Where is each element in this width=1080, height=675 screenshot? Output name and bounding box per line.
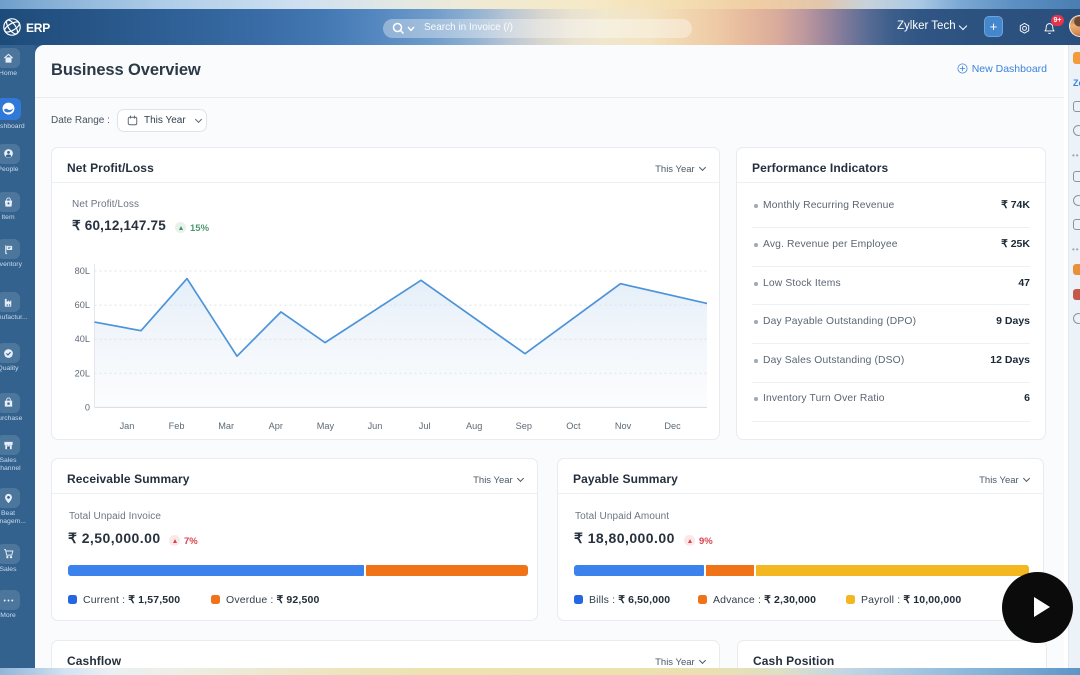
svg-text:40L: 40L	[75, 334, 90, 344]
svg-text:May: May	[317, 421, 335, 431]
svg-text:0: 0	[85, 402, 90, 412]
svg-text:Sep: Sep	[516, 421, 532, 431]
svg-text:Aug: Aug	[466, 421, 482, 431]
svg-text:Oct: Oct	[566, 421, 581, 431]
svg-text:Apr: Apr	[269, 421, 283, 431]
svg-text:60L: 60L	[75, 300, 90, 310]
svg-text:Jan: Jan	[120, 421, 135, 431]
svg-text:20L: 20L	[75, 368, 90, 378]
svg-text:Nov: Nov	[615, 421, 632, 431]
svg-text:Dec: Dec	[664, 421, 681, 431]
svg-text:Feb: Feb	[169, 421, 185, 431]
svg-text:Jul: Jul	[419, 421, 431, 431]
svg-text:Mar: Mar	[218, 421, 234, 431]
svg-text:80L: 80L	[75, 266, 90, 276]
svg-text:Jun: Jun	[368, 421, 383, 431]
